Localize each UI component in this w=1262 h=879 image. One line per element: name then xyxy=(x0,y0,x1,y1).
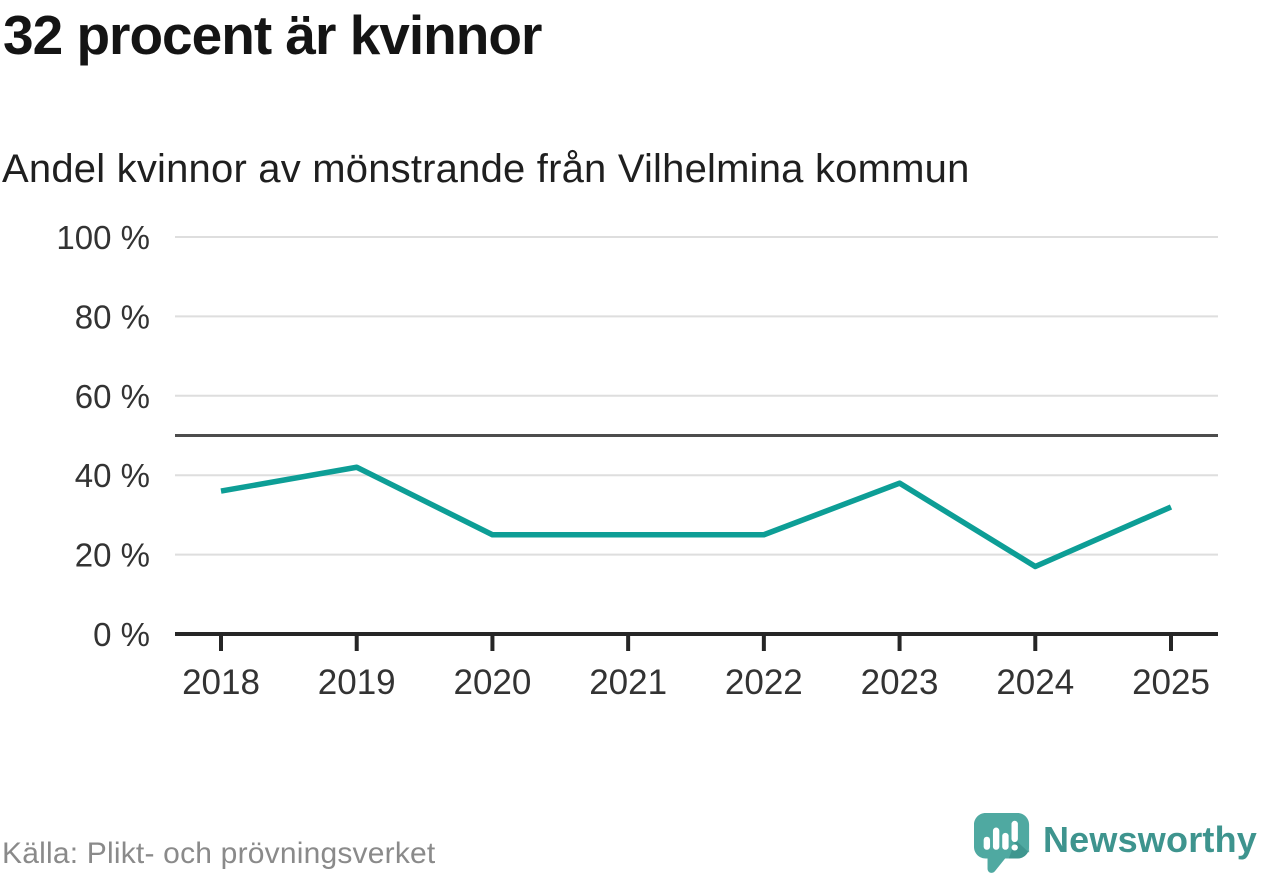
y-tick-label: 20 % xyxy=(75,537,150,574)
logo-bubble-shape xyxy=(973,813,1030,873)
logo-bar-2 xyxy=(992,827,1000,850)
source-note: Källa: Plikt- och prövningsverket xyxy=(2,837,436,870)
newsworthy-logo: Newsworthy xyxy=(973,812,1257,875)
newsworthy-logo-icon xyxy=(973,813,1030,873)
x-tick-label: 2023 xyxy=(861,663,939,702)
x-tick-label: 2018 xyxy=(182,663,260,702)
x-tick-label: 2021 xyxy=(589,663,667,702)
x-tick-label: 2025 xyxy=(1132,663,1210,702)
y-tick-label: 40 % xyxy=(75,457,150,494)
headline: 32 procent är kvinnor xyxy=(3,4,542,66)
logo-bubble-shadow xyxy=(1008,840,1030,859)
chart-subtitle: Andel kvinnor av mönstrande från Vilhelm… xyxy=(2,147,970,191)
line-chart: 0 % 20 % 40 % 60 % 80 % 100 % 2018 2019 2020 2021… xyxy=(56,219,1218,702)
logo-exclamation-dot xyxy=(1011,844,1018,851)
logo-bar-1 xyxy=(983,836,990,850)
logo-bar-3 xyxy=(1002,832,1009,850)
y-tick-label: 80 % xyxy=(75,298,150,335)
x-tick-label: 2020 xyxy=(453,663,531,702)
x-tick-label: 2022 xyxy=(725,663,803,702)
y-tick-label: 100 % xyxy=(56,219,150,256)
brand-name: Newsworthy xyxy=(1042,818,1257,860)
logo-exclamation-bar xyxy=(1011,820,1018,843)
x-tick-label: 2024 xyxy=(996,663,1074,702)
data-line xyxy=(220,464,1173,570)
x-tick-label: 2019 xyxy=(318,663,396,702)
y-tick-label: 60 % xyxy=(75,378,150,415)
y-tick-label: 0 % xyxy=(93,616,150,653)
footer: Källa: Plikt- och prövningsverket Newswo… xyxy=(0,809,1262,879)
